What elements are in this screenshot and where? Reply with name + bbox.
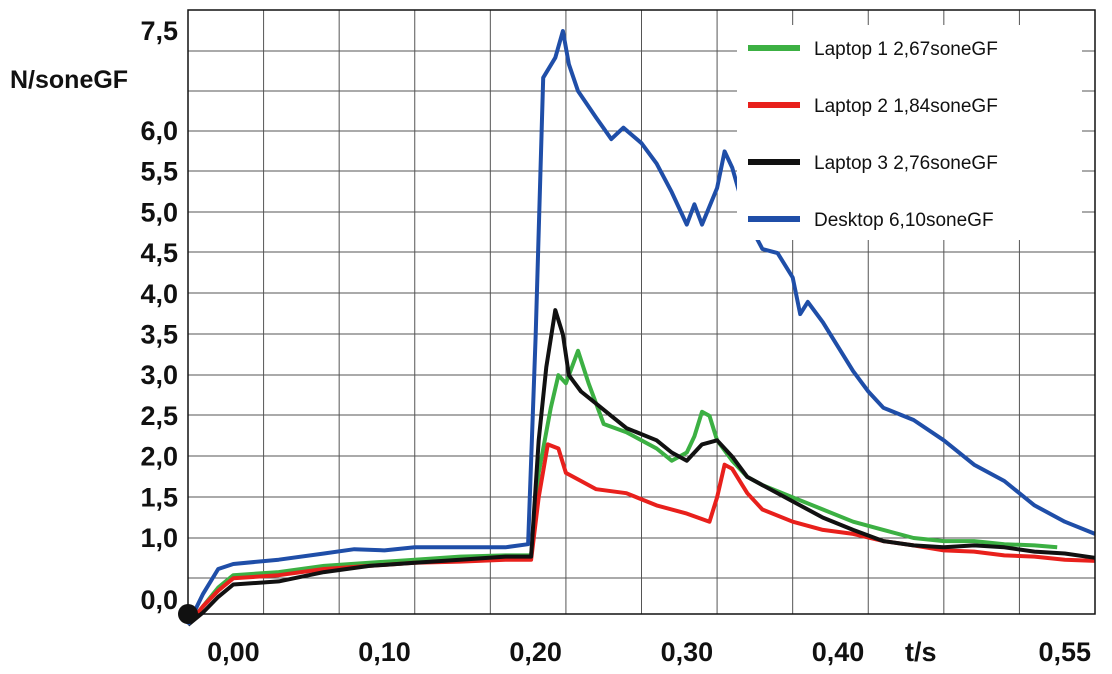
y-tick-label: 7,5 [140, 16, 178, 46]
legend-box [737, 25, 1082, 240]
y-tick-label: 0,0 [140, 585, 178, 615]
x-tick-label: 0,40 [812, 637, 865, 667]
y-tick-label: 5,0 [140, 197, 178, 227]
series-line-1 [186, 348, 1058, 627]
y-tick-label: 1,5 [140, 482, 178, 512]
y-tick-label: 6,0 [140, 116, 178, 146]
legend-entry: Laptop 1 2,67soneGF [814, 39, 998, 60]
y-tick-label: 3,5 [140, 320, 178, 350]
y-tick-label: 1,0 [140, 523, 178, 553]
y-tick-label: 2,5 [140, 401, 178, 431]
origin-marker [178, 604, 198, 624]
series-line-4 [186, 29, 1096, 626]
legend-entry: Laptop 2 1,84soneGF [814, 96, 998, 117]
y-tick-label: 4,5 [140, 238, 178, 268]
plot-frame [187, 9, 1096, 615]
y-tick-label: 2,0 [140, 442, 178, 472]
x-tick-label: 0,55 [1038, 637, 1091, 667]
x-axis-label: t/s [905, 637, 937, 667]
y-tick-label: 4,0 [140, 279, 178, 309]
x-tick-label: 0,30 [661, 637, 714, 667]
y-tick-labels: 0,0 1,0 1,5 2,0 2,5 3,0 3,5 4,0 4,5 5,0 5,5 6,0 7,5 [140, 16, 178, 615]
x-tick-label: 0,10 [358, 637, 411, 667]
series-line-3 [186, 308, 1096, 627]
y-axis-label: N/soneGF [10, 66, 128, 94]
legend: Laptop 1 2,67soneGF Laptop 2 1,84soneGF La… [737, 25, 1082, 240]
x-tick-label: 0,00 [207, 637, 260, 667]
x-tick-labels: 0,00 0,10 0,20 0,30 0,40 0,55 [207, 637, 1091, 667]
series-layer [186, 29, 1096, 627]
y-tick-label: 5,5 [140, 157, 178, 187]
y-tick-label: 3,0 [140, 360, 178, 390]
legend-entry: Laptop 3 2,76soneGF [814, 153, 998, 174]
x-tick-label: 0,20 [509, 637, 562, 667]
legend-entry: Desktop 6,10soneGF [814, 210, 994, 231]
